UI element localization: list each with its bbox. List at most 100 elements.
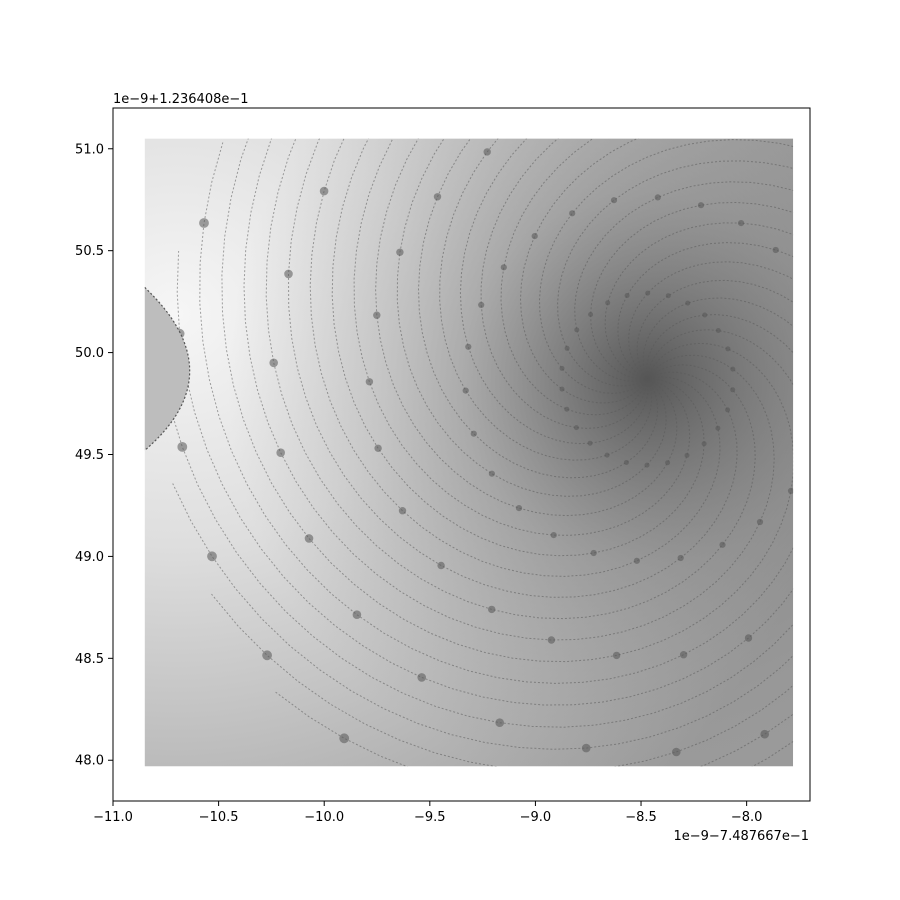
minibrot-blob xyxy=(772,246,779,254)
minibrot-blob xyxy=(605,300,611,306)
minibrot-blob xyxy=(823,408,829,414)
minibrot-blob xyxy=(854,558,861,565)
minibrot-blob xyxy=(869,77,878,86)
minibrot-blob xyxy=(515,505,523,512)
y-tick-label: 50.0 xyxy=(75,346,104,361)
minibrot-blob xyxy=(672,747,681,757)
minibrot-blob xyxy=(462,387,469,394)
spiral-arm xyxy=(287,138,738,598)
minibrot-blob xyxy=(738,220,745,227)
minibrot-blob xyxy=(610,197,618,204)
minibrot-blob xyxy=(365,378,374,386)
minibrot-blob xyxy=(177,442,188,452)
minibrot-blob xyxy=(704,6,713,15)
minibrot-blob xyxy=(697,202,705,209)
minibrot-blob xyxy=(531,233,538,240)
x-tick-label: −8.5 xyxy=(625,810,657,825)
minibrot-blob xyxy=(374,444,382,452)
y-tick-label: 51.0 xyxy=(75,142,104,157)
minibrot-blob xyxy=(719,541,726,548)
spiral-arm xyxy=(557,160,794,387)
minibrot-blob xyxy=(564,345,570,351)
x-tick-label: −9.5 xyxy=(414,810,446,825)
minibrot-blob xyxy=(842,692,851,701)
x-tick-label: −10.5 xyxy=(199,810,239,825)
minibrot-blob xyxy=(644,462,650,468)
minibrot-blob xyxy=(677,554,684,562)
minibrot-blob xyxy=(500,264,507,271)
minibrot-blob xyxy=(850,189,857,196)
minibrot-blob xyxy=(587,440,593,446)
minibrot-blob xyxy=(434,796,444,806)
minibrot-blob xyxy=(526,20,535,29)
spiral-arm xyxy=(500,138,646,416)
minibrot-blob xyxy=(465,343,472,350)
spiral-arm xyxy=(480,138,648,429)
minibrot-blob xyxy=(756,518,764,526)
spiral-arm xyxy=(439,138,653,461)
minibrot-blob xyxy=(574,327,580,333)
minibrot-blob xyxy=(889,244,896,251)
minibrot-blob xyxy=(590,549,597,557)
fractal-image xyxy=(144,2,896,806)
minibrot-blob xyxy=(207,551,217,562)
spiral-arm xyxy=(538,139,794,394)
minibrot-blob xyxy=(607,100,614,107)
minibrot-blob xyxy=(800,281,806,287)
minibrot-blob xyxy=(433,193,442,201)
y-axis: 48.0 48.5 49.0 49.5 50.0 50.5 51.0 xyxy=(75,142,113,769)
minibrot-blob xyxy=(679,651,688,659)
minibrot-blob xyxy=(665,460,671,466)
minibrot-blob xyxy=(730,366,736,372)
minibrot-blob xyxy=(685,300,691,306)
minibrot-blob xyxy=(374,115,383,124)
minibrot-blob xyxy=(810,450,816,456)
minibrot-blob xyxy=(573,425,579,431)
y-tick-label: 49.0 xyxy=(75,550,104,565)
spiral-arms xyxy=(161,138,794,767)
minibrot-blob xyxy=(674,99,681,106)
minibrot-blob xyxy=(614,2,623,11)
minibrot-blobs xyxy=(144,2,896,806)
minibrot-blob xyxy=(581,743,591,753)
minibrot-blob xyxy=(495,718,505,727)
minibrot-blob xyxy=(488,605,496,614)
minibrot-blob xyxy=(725,407,731,413)
minibrot-blob xyxy=(787,487,794,494)
minibrot-blob xyxy=(470,430,477,437)
minibrot-blob xyxy=(665,293,671,299)
x-axis: −11.0 −10.5 −10.0 −9.5 −9.0 −8.5 −8.0 xyxy=(93,801,762,825)
spiral-arm xyxy=(221,138,794,663)
left-lobe xyxy=(144,286,191,451)
minibrot-blob xyxy=(339,733,350,744)
spiral-arm xyxy=(243,138,775,641)
minibrot-blob xyxy=(543,116,550,123)
minibrot-blob xyxy=(564,406,570,412)
minibrot-blob xyxy=(437,561,445,570)
minibrot-blob xyxy=(478,301,485,308)
minibrot-blob xyxy=(269,358,279,368)
minibrot-blob xyxy=(612,651,621,660)
minibrot-blob xyxy=(624,293,630,298)
minibrot-blob xyxy=(588,312,594,317)
spiral-arm xyxy=(265,138,756,620)
spiral-arm xyxy=(417,138,659,479)
minibrot-blob xyxy=(645,290,651,296)
minibrot-blob xyxy=(547,636,556,644)
minibrot-blob xyxy=(417,673,427,682)
minibrot-blob xyxy=(550,532,557,539)
spiral-arm xyxy=(331,138,705,557)
minibrot-blob xyxy=(725,346,731,352)
minibrot-blob xyxy=(559,386,565,392)
spiral-core-shading xyxy=(227,138,794,767)
minibrot-blob xyxy=(604,452,610,458)
y-tick-label: 48.0 xyxy=(75,754,104,769)
minibrot-blob xyxy=(559,365,565,371)
minibrot-blob xyxy=(304,534,314,543)
x-tick-label: −8.0 xyxy=(731,810,763,825)
minibrot-blob xyxy=(730,387,736,393)
minibrot-blob xyxy=(569,210,576,217)
minibrot-blob xyxy=(701,441,707,447)
y-tick-label: 49.5 xyxy=(75,448,104,463)
minibrot-blob xyxy=(871,785,881,795)
